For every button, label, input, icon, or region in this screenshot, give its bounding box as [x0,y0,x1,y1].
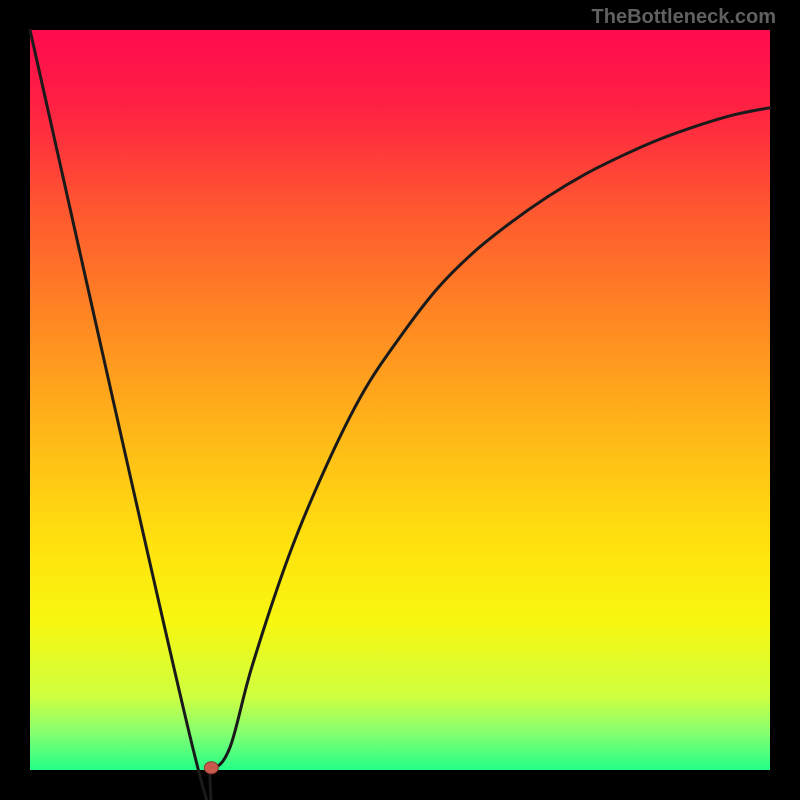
bottleneck-plot [0,0,800,800]
chart-container: TheBottleneck.com [0,0,800,800]
watermark-text: TheBottleneck.com [592,6,776,29]
optimum-marker [204,762,218,774]
